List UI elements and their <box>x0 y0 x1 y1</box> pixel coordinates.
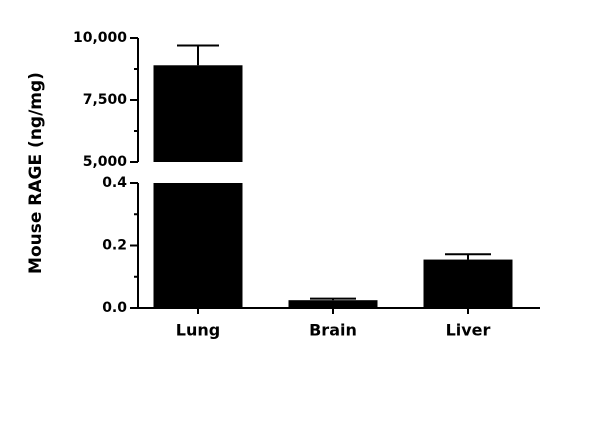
y-tick-label: 0.0 <box>102 300 127 316</box>
bar <box>423 259 513 308</box>
y-tick-label: 0.2 <box>102 238 127 254</box>
y-tick-label: 10,000 <box>73 30 127 46</box>
bar <box>288 300 378 308</box>
x-tick-label: Liver <box>446 321 491 340</box>
y-tick-label: 0.4 <box>102 175 127 191</box>
y-tick-label: 7,500 <box>83 92 128 108</box>
x-tick-label: Lung <box>176 321 220 340</box>
bar <box>153 65 243 162</box>
y-axis-label: Mouse RAGE (ng/mg) <box>26 72 46 274</box>
y-tick-label: 5,000 <box>83 154 128 170</box>
x-tick-label: Brain <box>309 321 357 340</box>
bar <box>153 183 243 308</box>
